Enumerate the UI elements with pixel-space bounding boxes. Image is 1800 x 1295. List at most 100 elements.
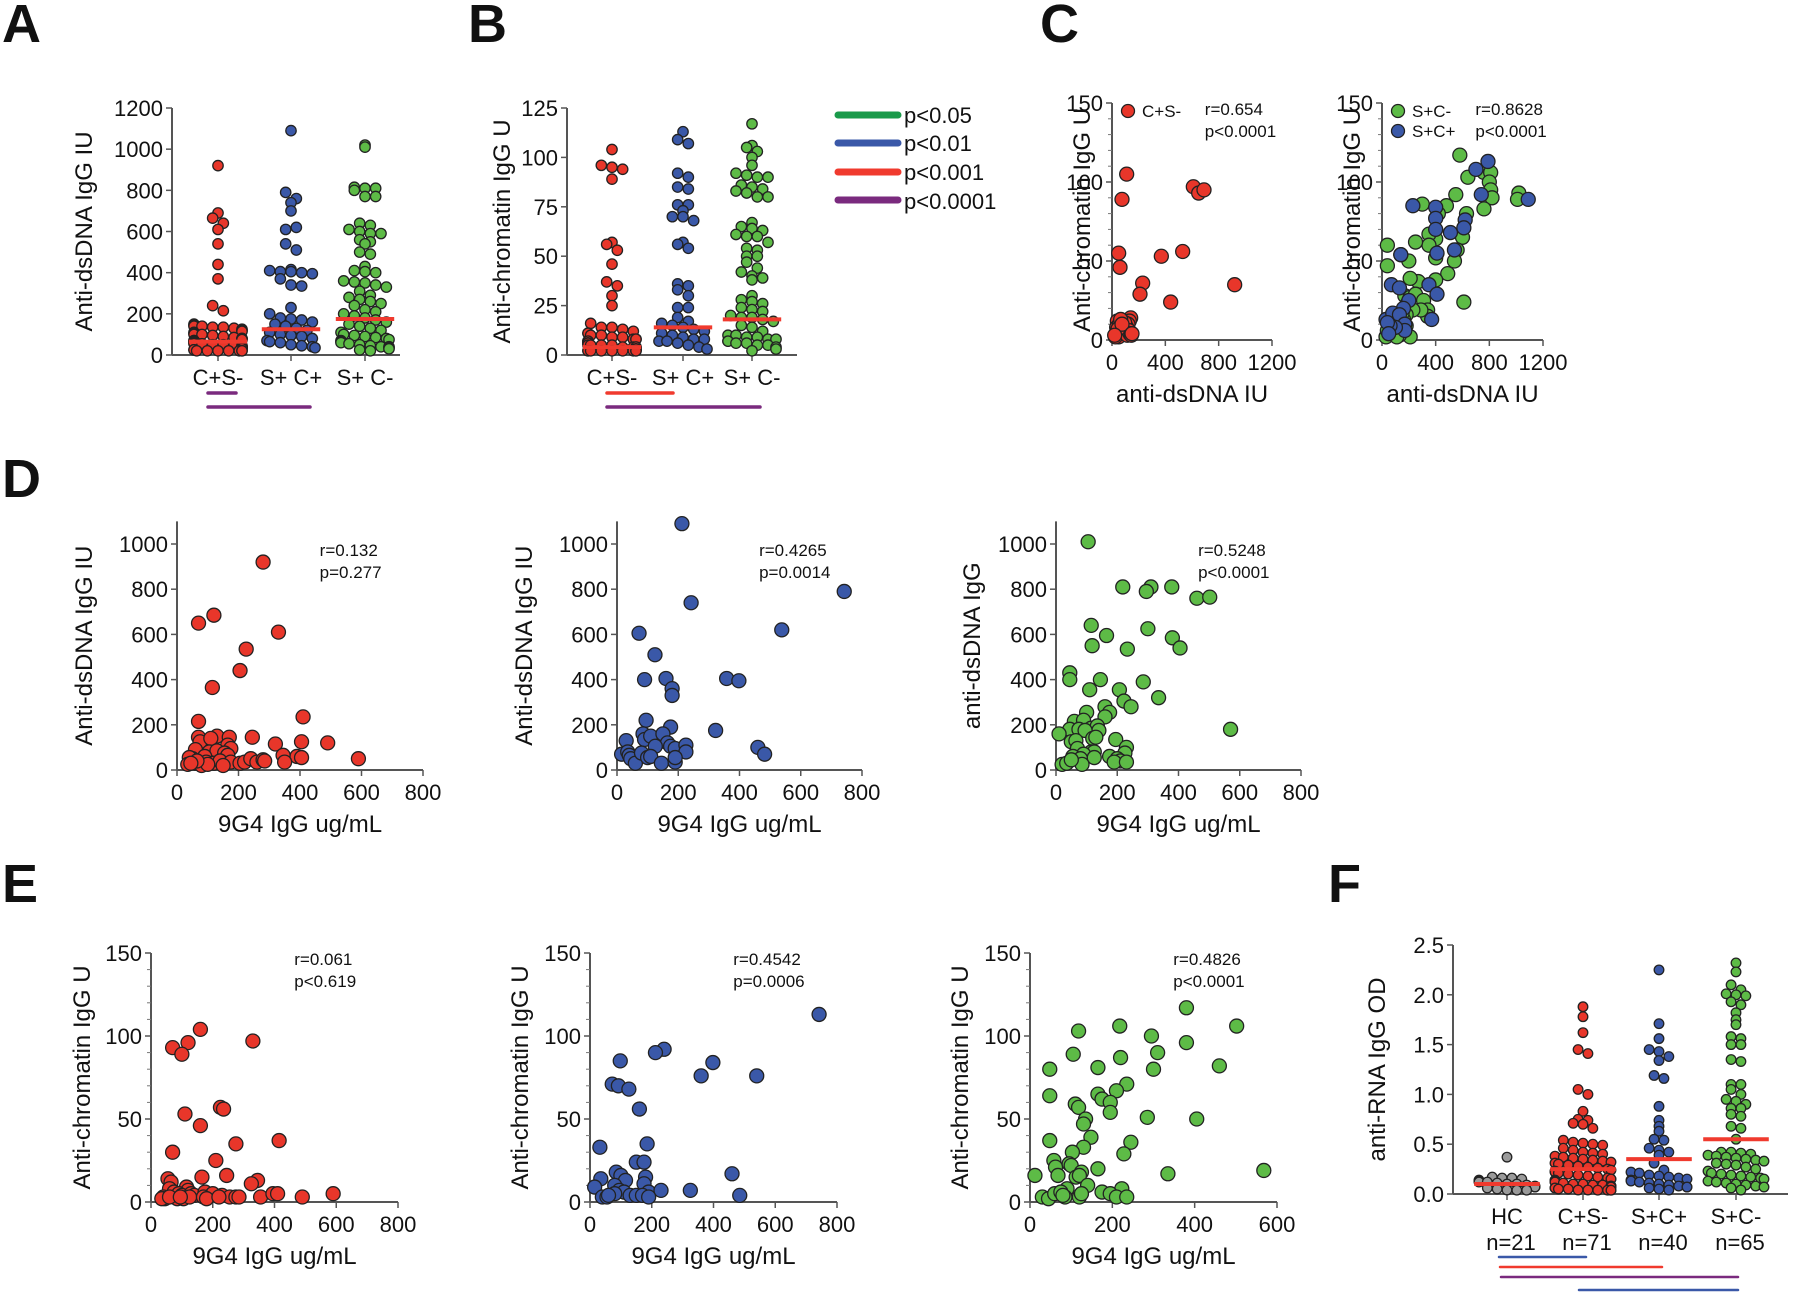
- data-point-sc: [343, 223, 355, 236]
- data-point-cs: [611, 279, 624, 292]
- data-point-cs: [1124, 326, 1140, 342]
- data-point-cs: [271, 1132, 287, 1149]
- data-point-hc: [1511, 1184, 1523, 1196]
- data-point-sc: [636, 671, 653, 688]
- data-point-sc: [1164, 579, 1180, 595]
- y-tick-label: 0: [569, 1190, 581, 1215]
- data-point-sc: [677, 125, 689, 138]
- data-point-sc: [1149, 1044, 1166, 1061]
- data-point-sc: [677, 210, 689, 223]
- data-point-sc: [746, 274, 758, 286]
- data-point-sc: [682, 242, 695, 255]
- data-point-sc: [285, 279, 297, 291]
- data-point-sc: [1178, 1000, 1195, 1016]
- data-point-sc: [1735, 1039, 1747, 1051]
- data-point-sc: [290, 221, 303, 234]
- x-tick-label: 800: [380, 1212, 417, 1237]
- data-point-cs: [606, 258, 618, 270]
- data-point-sc: [643, 748, 659, 765]
- data-point-sc: [612, 1053, 628, 1069]
- data-point-sc: [740, 230, 753, 243]
- y-tick-label: 0: [1091, 328, 1103, 353]
- data-point-cs: [584, 317, 597, 330]
- x-tick-label: 800: [1471, 350, 1508, 375]
- data-point-cs: [218, 1167, 235, 1184]
- x-tick-label: 0: [584, 1212, 596, 1237]
- data-point-sc: [1653, 1055, 1665, 1066]
- data-point-sc: [774, 622, 790, 638]
- y-tick-label: 1000: [998, 532, 1047, 557]
- y-tick-label: 50: [997, 1107, 1021, 1132]
- y-tick-label: 800: [571, 577, 608, 602]
- chart-e2-chromatin-vs-9g4-spcp: 0 50 100 150 Anti-chromatin IgG U 0 200 400 600 8…: [507, 941, 855, 1270]
- data-point-sc: [1065, 1046, 1081, 1062]
- data-point-sc: [751, 171, 764, 184]
- data-point-sc: [285, 124, 297, 137]
- data-point-sc: [1160, 1166, 1176, 1182]
- legend-label: S+C-: [1412, 102, 1451, 121]
- y-tick-label: 600: [131, 622, 168, 647]
- data-point-cs: [293, 734, 310, 750]
- data-point-sc: [1051, 726, 1067, 742]
- data-point-sc: [1075, 1116, 1092, 1132]
- y-axis-title: Anti-chromatin IgG U: [947, 965, 974, 1189]
- data-point-sc: [1448, 186, 1464, 203]
- y-tick-label: 150: [544, 941, 581, 966]
- data-point-sc: [701, 343, 713, 355]
- x-tick-label: 0: [145, 1212, 157, 1237]
- data-point-sc: [639, 1136, 655, 1152]
- data-point-sc: [1139, 1109, 1155, 1125]
- data-point-sc: [1735, 999, 1747, 1011]
- x-axis-title: 9G4 IgG ug/mL: [218, 811, 382, 838]
- data-point-sc: [1423, 311, 1440, 328]
- data-point-cs: [320, 735, 336, 751]
- data-point-cs: [293, 749, 310, 766]
- data-point-sc: [1663, 1184, 1675, 1196]
- legend-label-p00001: p<0.0001: [904, 189, 996, 214]
- x-axis-title: 9G4 IgG ug/mL: [1071, 1243, 1235, 1270]
- data-point-sc: [1070, 1023, 1087, 1039]
- data-point-cs: [1587, 1122, 1599, 1134]
- category-count: n=40: [1638, 1230, 1688, 1255]
- data-point-cs: [190, 713, 207, 730]
- data-point-sc: [1428, 221, 1444, 238]
- data-point-sc: [1740, 1161, 1752, 1173]
- data-point-sc: [1710, 1157, 1722, 1169]
- data-point-cs: [174, 1046, 190, 1062]
- data-point-sc: [306, 267, 319, 280]
- data-point-cs: [1112, 259, 1128, 275]
- correlation-p: p=0.0006: [733, 972, 804, 991]
- data-point-sc: [348, 184, 361, 197]
- y-tick-label: 50: [1079, 249, 1103, 274]
- data-point-sc: [1084, 638, 1100, 654]
- legend-label-p001: p<0.01: [904, 131, 972, 156]
- data-point-sc: [1740, 990, 1752, 1002]
- data-point-sc: [1405, 198, 1421, 214]
- data-point-sc: [295, 339, 308, 352]
- data-point-sc: [1042, 1132, 1058, 1149]
- legend-label-p0001: p<0.001: [904, 160, 984, 185]
- data-point-sc: [730, 185, 742, 197]
- data-point-sc: [1027, 1167, 1043, 1184]
- y-tick-label: 150: [1336, 91, 1373, 116]
- data-point-sc: [1090, 1059, 1106, 1076]
- data-point-sc: [671, 181, 684, 193]
- y-tick-label: 100: [984, 1024, 1021, 1049]
- data-point-sc: [735, 301, 748, 314]
- data-point-sc: [687, 214, 700, 227]
- data-point-sc: [1735, 1110, 1747, 1122]
- y-tick-label: 0: [130, 1190, 142, 1215]
- data-point-sc: [671, 238, 684, 251]
- x-tick-label: 0: [611, 780, 623, 805]
- data-point-sc: [1653, 1033, 1665, 1045]
- data-point-sc: [1730, 957, 1742, 969]
- data-point-sc: [1429, 286, 1445, 302]
- data-point-sc: [735, 319, 748, 332]
- x-tick-label: 600: [782, 780, 819, 805]
- data-point-cs: [215, 757, 231, 774]
- data-point-sc: [638, 712, 654, 728]
- panel-letter-d: D: [2, 449, 41, 509]
- y-tick-label: 200: [126, 302, 163, 327]
- data-point-sc: [740, 187, 753, 199]
